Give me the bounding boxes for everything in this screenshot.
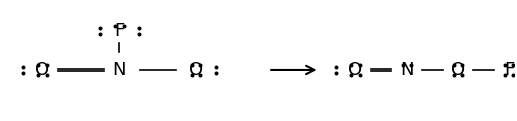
Point bbox=[96, 33, 104, 35]
Point bbox=[501, 64, 509, 66]
Point bbox=[135, 27, 143, 29]
Point bbox=[450, 64, 458, 66]
Point bbox=[332, 66, 340, 68]
Text: O: O bbox=[35, 61, 50, 79]
Point bbox=[458, 74, 466, 76]
Point bbox=[34, 64, 42, 66]
Point bbox=[212, 66, 220, 68]
Point bbox=[19, 66, 27, 68]
Point bbox=[34, 74, 42, 76]
Point bbox=[399, 64, 407, 66]
Point bbox=[347, 74, 356, 76]
Point bbox=[347, 64, 356, 66]
Point bbox=[42, 74, 51, 76]
Point bbox=[450, 74, 458, 76]
Text: N: N bbox=[113, 61, 126, 79]
Point bbox=[212, 72, 220, 74]
Point bbox=[458, 64, 466, 66]
Point bbox=[501, 74, 509, 76]
Point bbox=[188, 64, 196, 66]
Point bbox=[196, 74, 205, 76]
Text: N: N bbox=[400, 61, 414, 79]
Point bbox=[509, 64, 517, 66]
Point bbox=[42, 64, 51, 66]
Text: F: F bbox=[504, 61, 514, 79]
Point bbox=[332, 72, 340, 74]
Text: O: O bbox=[189, 61, 203, 79]
Point bbox=[196, 64, 205, 66]
Point bbox=[19, 72, 27, 74]
Text: O: O bbox=[451, 61, 465, 79]
Point bbox=[407, 64, 415, 66]
Point bbox=[135, 33, 143, 35]
Point bbox=[119, 25, 128, 27]
Text: F: F bbox=[114, 22, 125, 40]
Point bbox=[188, 74, 196, 76]
Point bbox=[355, 64, 363, 66]
Point bbox=[96, 27, 104, 29]
Point bbox=[355, 74, 363, 76]
Point bbox=[509, 74, 517, 76]
Text: O: O bbox=[348, 61, 362, 79]
Point bbox=[111, 25, 119, 27]
